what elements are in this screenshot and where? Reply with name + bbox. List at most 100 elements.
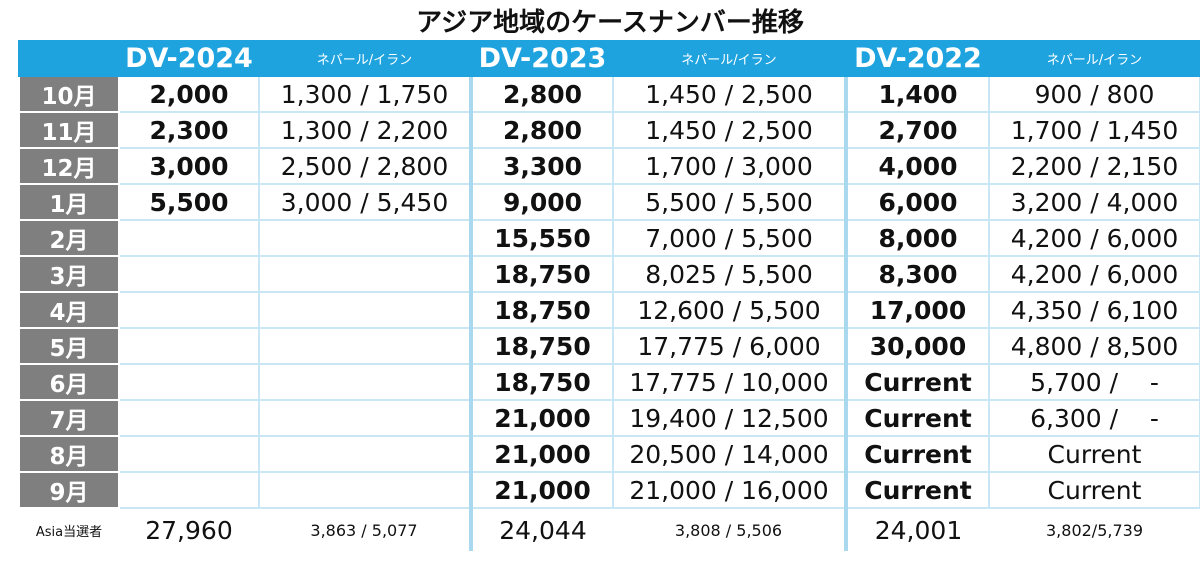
cell: ネパール/イラン	[612, 40, 847, 77]
row-label: 9月	[18, 471, 120, 509]
cell: 5,500	[118, 183, 260, 221]
cell: 5,500 / 5,500	[612, 183, 847, 221]
cell: 2,200 / 2,150	[988, 147, 1200, 185]
cell: 4,000	[844, 147, 990, 185]
cell: 27,960	[145, 515, 233, 545]
cell: 6,000	[844, 183, 990, 221]
cell	[118, 471, 260, 509]
cell: 4,350 / 6,100	[988, 291, 1200, 329]
row-label: 11月	[18, 111, 120, 149]
row-label: 12月	[18, 147, 120, 185]
cell: 1,450 / 2,500	[612, 75, 847, 113]
cell	[258, 471, 472, 509]
cell: 21,000	[469, 435, 614, 473]
cell	[118, 219, 260, 257]
cell: 6,300 / -	[988, 399, 1200, 437]
body-row: 1月 5,500 3,000 / 5,450 9,000 5,500 / 5,500 6,…	[18, 183, 1200, 221]
cell	[118, 363, 260, 401]
cell: 19,400 / 12,500	[612, 399, 847, 437]
row-label: 4月	[18, 291, 120, 329]
cell	[258, 363, 472, 401]
cell: 17,775 / 10,000	[612, 363, 847, 401]
cell: Current	[988, 435, 1200, 473]
row-label: 3月	[18, 255, 120, 293]
cell: 900 / 800	[988, 75, 1200, 113]
cell: DV-2023	[469, 40, 614, 77]
cell: 1,700 / 1,450	[988, 111, 1200, 149]
cell: 2,700	[844, 111, 990, 149]
row-label: 7月	[18, 399, 120, 437]
head-row: DV-2024 ネパール/イラン DV-2023 ネパール/イラン DV-2022 ネパー…	[18, 40, 1200, 77]
cell: 21,000	[469, 471, 614, 509]
row-label: 10月	[18, 75, 120, 113]
cell: 18,750	[469, 363, 614, 401]
row-label	[18, 40, 120, 77]
cell	[258, 291, 472, 329]
cell: 4,200 / 6,000	[988, 255, 1200, 293]
cell: 17,775 / 6,000	[612, 327, 847, 365]
cell: Current	[844, 435, 990, 473]
cell: 18,750	[469, 255, 614, 293]
cell	[118, 435, 260, 473]
cell: 18,750	[469, 327, 614, 365]
body-row: 7月 21,000 19,400 / 12,500 Current 6,300 / -	[18, 399, 1200, 437]
cell: Current	[844, 363, 990, 401]
cell: Current	[844, 471, 990, 509]
cell: 20,500 / 14,000	[612, 435, 847, 473]
row-label: 2月	[18, 219, 120, 257]
cell: 1,450 / 2,500	[612, 111, 847, 149]
cell: 30,000	[844, 327, 990, 365]
cell: 2,300	[118, 111, 260, 149]
cell: 1,700 / 3,000	[612, 147, 847, 185]
row-label: 5月	[18, 327, 120, 365]
cell: 2,500 / 2,800	[258, 147, 472, 185]
body-row: 9月 21,000 21,000 / 16,000 Current Current	[18, 471, 1200, 509]
cell: 8,000	[844, 219, 990, 257]
cell: 2,800	[469, 111, 614, 149]
cell	[258, 327, 472, 365]
row-label: Asia当選者	[19, 508, 119, 551]
cell: ネパール/イラン	[988, 40, 1200, 77]
cell: Current	[844, 399, 990, 437]
cell: 3,808 / 5,506	[674, 520, 783, 540]
cell: 4,800 / 8,500	[988, 327, 1200, 365]
cell: 5,700 / -	[988, 363, 1200, 401]
cell: 21,000	[469, 399, 614, 437]
cell: 3,863 / 5,077	[310, 520, 418, 540]
cell: ネパール/イラン	[258, 40, 472, 77]
row-label: 6月	[18, 363, 120, 401]
cell: 1,300 / 1,750	[258, 75, 472, 113]
cell	[118, 291, 260, 329]
body-row: 11月 2,300 1,300 / 2,200 2,800 1,450 / 2,500 2…	[18, 111, 1200, 149]
cell: 3,200 / 4,000	[988, 183, 1200, 221]
cell: 8,300	[844, 255, 990, 293]
cell	[258, 399, 472, 437]
cell: 9,000	[469, 183, 614, 221]
cell: 8,025 / 5,500	[612, 255, 847, 293]
body-row: 6月 18,750 17,775 / 10,000 Current 5,700 / -	[18, 363, 1200, 401]
cell: 3,802/5,739	[1046, 520, 1143, 540]
foot-row: Asia当選者 27,960 3,863 / 5,077 24,044 3,808 / …	[19, 508, 1200, 551]
cell: 3,000	[118, 147, 260, 185]
cell: 15,550	[469, 219, 614, 257]
cell: 2,800	[469, 75, 614, 113]
row-label: 8月	[18, 435, 120, 473]
cell: 17,000	[844, 291, 990, 329]
cell: 4,200 / 6,000	[988, 219, 1200, 257]
cell: 1,400	[844, 75, 990, 113]
cell: 3,300	[469, 147, 614, 185]
cell: DV-2024	[118, 40, 260, 77]
cell: 21,000 / 16,000	[612, 471, 847, 509]
body-row: 12月 3,000 2,500 / 2,800 3,300 1,700 / 3,000 4…	[18, 147, 1200, 185]
cell: 24,001	[844, 508, 989, 551]
body-row: 3月 18,750 8,025 / 5,500 8,300 4,200 / 6,000	[18, 255, 1200, 293]
cell	[118, 327, 260, 365]
cell: 12,600 / 5,500	[612, 291, 847, 329]
cell: 3,000 / 5,450	[258, 183, 472, 221]
body-row: 2月 15,550 7,000 / 5,500 8,000 4,200 / 6,000	[18, 219, 1200, 257]
case-number-table: DV-2024 ネパール/イラン DV-2023 ネパール/イラン DV-2022 ネパー…	[18, 40, 1200, 551]
body-row: 8月 21,000 20,500 / 14,000 Current Current	[18, 435, 1200, 473]
cell	[118, 399, 260, 437]
cell	[258, 255, 472, 293]
